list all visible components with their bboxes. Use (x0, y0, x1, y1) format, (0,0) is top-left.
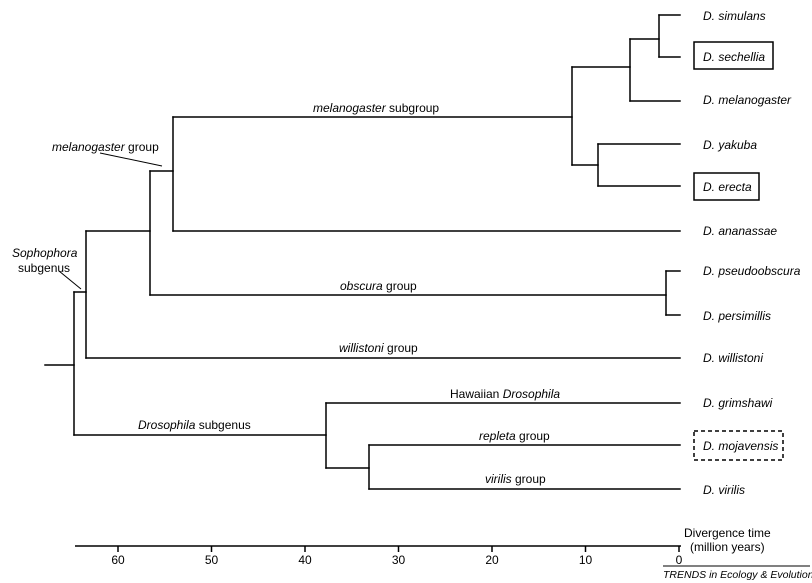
axis-tick-label: 30 (392, 553, 406, 567)
taxon-label: D. erecta (703, 180, 752, 194)
credit-label: TRENDS in Ecology & Evolution (663, 569, 812, 581)
taxon-label: D. ananassae (703, 224, 777, 238)
obscura-group-label: obscura group (340, 279, 417, 293)
taxon-label: D. grimshawi (703, 396, 773, 410)
taxon-labels: D. simulans D. sechellia D. melanogaster… (703, 9, 801, 497)
mojavensis-highlight-box (693, 430, 784, 461)
axis-tick-label: 0 (676, 553, 683, 567)
axis-title-line1: Divergence time (684, 526, 771, 540)
willistoni-group-label: willistoni group (339, 341, 418, 355)
taxon-label: D. sechellia (703, 50, 765, 64)
taxon-label: D. persimillis (703, 309, 771, 323)
erecta-highlight-box (693, 172, 760, 201)
axis-tick-label: 50 (205, 553, 219, 567)
repleta-group-label: repleta group (479, 429, 550, 443)
taxon-label: D. melanogaster (703, 93, 792, 107)
virilis-group-label: virilis group (485, 472, 546, 486)
melanogaster-group-label: melanogaster group (52, 140, 159, 154)
sophophora-leader (58, 270, 82, 290)
axis-tick-label: 10 (579, 553, 593, 567)
melanogaster-subgroup-label: melanogaster subgroup (313, 101, 439, 115)
time-axis: 60 50 40 30 20 10 0 Divergence time (million y… (75, 526, 771, 567)
sechellia-highlight-box (693, 41, 774, 70)
taxon-label: D. pseudoobscura (703, 264, 801, 278)
melanogaster-group-leader (99, 152, 163, 167)
drosophila-subgenus-label: Drosophila subgenus (138, 418, 251, 432)
taxon-label: D. willistoni (703, 351, 763, 365)
axis-tick-label: 40 (298, 553, 312, 567)
taxon-label: D. mojavensis (703, 439, 778, 453)
time-axis-ticks: 60 50 40 30 20 10 0 (111, 546, 683, 567)
axis-tick-label: 20 (485, 553, 499, 567)
tree-branches (44, 14, 681, 490)
sophophora-subgenus-label: Sophophora subgenus (12, 246, 78, 275)
axis-tick-label: 60 (111, 553, 125, 567)
taxon-label: D. virilis (703, 483, 745, 497)
hawaiian-drosophila-label: Hawaiian Drosophila (450, 387, 560, 401)
taxon-label: D. simulans (703, 9, 766, 23)
axis-title-line2: (million years) (690, 540, 765, 554)
taxon-label: D. yakuba (703, 138, 757, 152)
